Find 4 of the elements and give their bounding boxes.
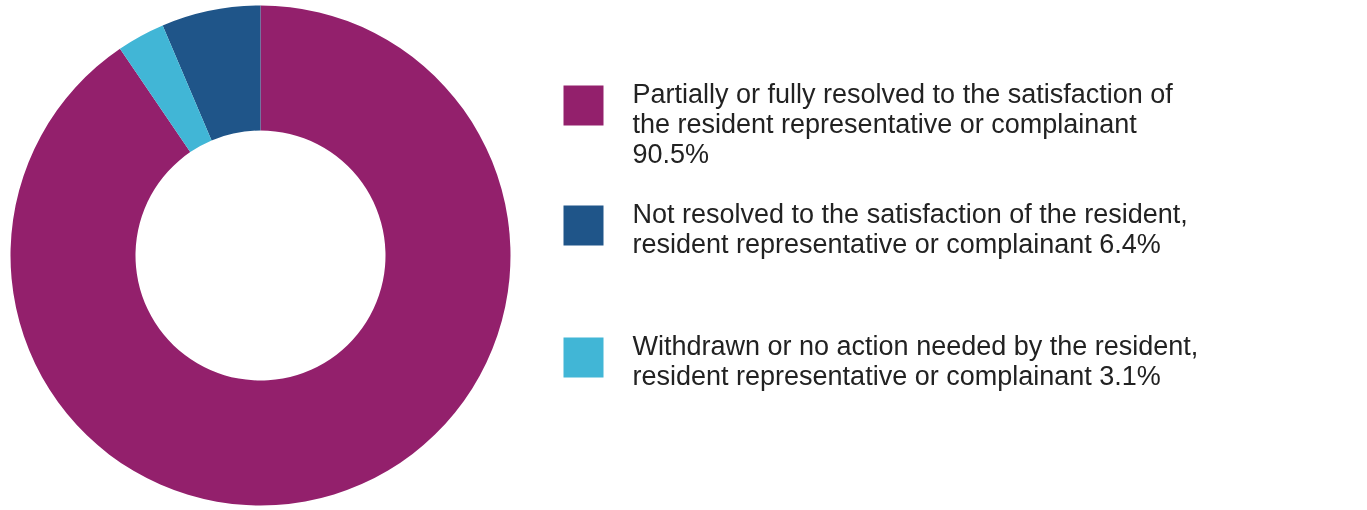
legend-label: Partially or fully resolved to the satisfaction of the resident representative or complainant bbox=[632, 78, 1174, 139]
legend-label: Withdrawn or no action needed by the resident, resident representative or complainant 3.1% bbox=[632, 330, 1199, 391]
data-label: 90.5% bbox=[632, 138, 710, 169]
legend-label: Not resolved to the satisfaction of the resident, resident representative or complainant 6.4% bbox=[632, 198, 1188, 259]
